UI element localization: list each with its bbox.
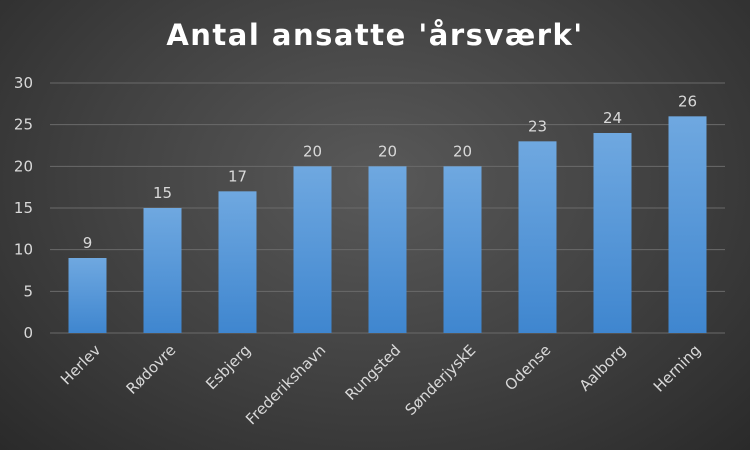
chart-title: Antal ansatte 'årsværk' (166, 18, 584, 52)
data-label-rungsted: 20 (378, 142, 397, 160)
category-label-sønderjyske: SønderjyskE (401, 341, 479, 419)
bar-esbjerg (218, 191, 257, 333)
bar-frederikshavn (293, 166, 332, 333)
y-tick-label: 25 (14, 116, 33, 134)
category-label-rødovre: Rødovre (123, 341, 180, 398)
data-label-herlev: 9 (83, 234, 93, 252)
data-label-frederikshavn: 20 (303, 142, 322, 160)
data-label-esbjerg: 17 (228, 167, 247, 185)
bar-rungsted (368, 166, 407, 333)
data-label-sønderjyske: 20 (453, 142, 472, 160)
y-tick-label: 10 (14, 241, 33, 259)
category-label-odense: Odense (501, 341, 554, 394)
y-tick-label: 0 (23, 324, 33, 342)
data-label-rødovre: 15 (153, 184, 172, 202)
category-label-herning: Herning (650, 341, 705, 396)
y-tick-label: 5 (23, 282, 33, 300)
category-label-rungsted: Rungsted (342, 341, 405, 404)
y-tick-label: 20 (14, 157, 33, 175)
category-label-aalborg: Aalborg (576, 341, 630, 395)
category-label-esbjerg: Esbjerg (202, 341, 254, 393)
category-label-herlev: Herlev (57, 341, 104, 388)
data-label-aalborg: 24 (603, 109, 622, 127)
bar-aalborg (593, 133, 632, 333)
bars (68, 116, 707, 333)
bar-rødovre (143, 208, 182, 333)
bar-herning (668, 116, 707, 333)
bar-odense (518, 141, 557, 333)
y-tick-label: 30 (14, 74, 33, 92)
data-label-herning: 26 (678, 92, 697, 110)
bar-sønderjyske (443, 166, 482, 333)
data-label-odense: 23 (528, 117, 547, 135)
y-tick-label: 15 (14, 199, 33, 217)
category-label-frederikshavn: Frederikshavn (242, 341, 329, 428)
data-labels: 9 15 17 20 20 20 23 24 26 (83, 92, 697, 252)
y-axis-tick-labels: 0 5 10 15 20 25 30 (14, 74, 33, 342)
bar-herlev (68, 258, 107, 333)
